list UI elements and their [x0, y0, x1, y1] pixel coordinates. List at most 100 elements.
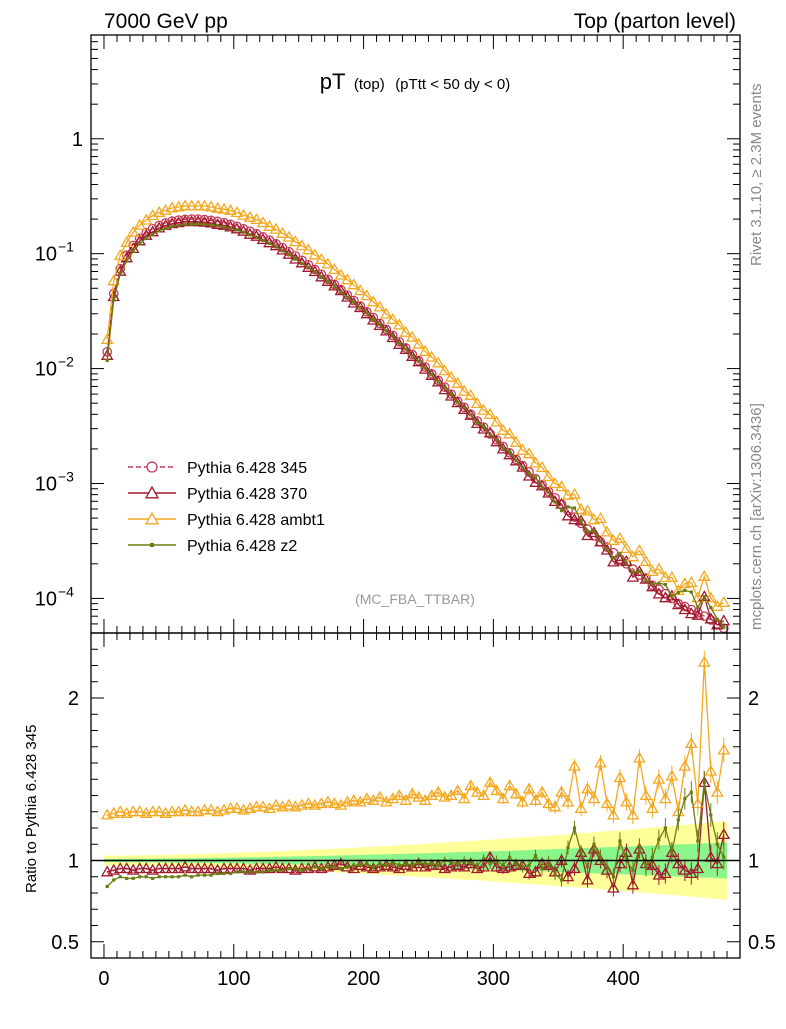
- ratio-series-3-point: [378, 862, 382, 866]
- ratio-series-3-point: [598, 855, 603, 859]
- main-series-4-point: [637, 569, 642, 573]
- ratio-series-2-point: [594, 756, 607, 768]
- main-series-3-point: [516, 443, 529, 455]
- main-series-2-point: [678, 603, 692, 615]
- main-series-1-point: [439, 382, 450, 392]
- main-series-3-point: [548, 477, 562, 489]
- main-series-4-point: [274, 245, 278, 249]
- main-ytick-exponent: −1: [58, 239, 74, 255]
- ratio-series-1-point: [360, 860, 374, 872]
- main-series-2-point: [626, 570, 640, 582]
- ratio-series-2-point: [405, 787, 419, 799]
- main-series-3-point: [237, 208, 250, 220]
- main-series-3-point: [386, 312, 400, 324]
- main-series-4-point: [144, 236, 148, 240]
- main-series-4-point: [618, 551, 622, 556]
- main-series-2-point: [366, 313, 380, 325]
- ratio-series-2-point: [678, 759, 692, 771]
- ratio-series-3-point: [358, 863, 362, 867]
- main-series-4-point: [566, 505, 570, 509]
- main-series-2-point: [431, 375, 445, 387]
- main-series-3-point: [366, 295, 380, 307]
- legend-label: Pythia 6.428 z2: [187, 538, 297, 555]
- main-series-4-point: [663, 582, 667, 587]
- main-series-2-point: [457, 402, 471, 414]
- main-series-3-point: [302, 243, 315, 255]
- ratio-series-2-point: [412, 790, 426, 802]
- main-series-2-point: [444, 389, 458, 401]
- ratio-ytick-label-right: 0.5: [748, 932, 776, 954]
- main-series-3-point: [276, 226, 289, 238]
- main-series-3-point: [431, 356, 445, 368]
- main-series-4-point: [300, 261, 304, 266]
- ratio-series-3-point: [657, 837, 661, 841]
- ratio-series-3-point: [702, 780, 706, 785]
- ratio-series-3-point: [365, 862, 369, 866]
- ratio-series-2-point: [561, 795, 575, 807]
- main-series-3-point: [256, 216, 270, 228]
- main-series-4-point: [196, 222, 200, 226]
- ratio-series-3-point: [235, 870, 239, 874]
- ratio-series-2-point: [165, 805, 179, 817]
- main-series-3-point: [204, 200, 218, 212]
- legend: Pythia 6.428 345 Pythia 6.428 370 Pythia 6…: [128, 460, 325, 555]
- ratio-series-3-point: [280, 868, 285, 872]
- main-series-4-point: [410, 354, 414, 358]
- main-series-3-point: [613, 531, 627, 544]
- main-series-3-point: [451, 376, 465, 388]
- main-series-4-point: [592, 529, 596, 533]
- ratio-series-3-point: [456, 862, 460, 866]
- ratio-series-2-point: [607, 808, 620, 820]
- main-series-4-point: [631, 570, 635, 574]
- ratio-series-2-point: [574, 801, 588, 814]
- main-series-2-point: [224, 220, 237, 232]
- ratio-ytick-label-right: 1: [748, 851, 759, 873]
- main-series-3-point: [496, 423, 510, 435]
- main-series-3-point: [308, 248, 322, 260]
- legend-marker: [150, 543, 154, 547]
- labels-group: 7000 GeV pp Top (parton level) pT (top) …: [23, 10, 765, 893]
- main-series-3-point: [626, 550, 640, 562]
- ratio-series-3-point: [345, 865, 349, 869]
- legend-label: Pythia 6.428 ambt1: [187, 512, 325, 529]
- plot-title: pT (top) (pTtt < 50 dy < 0): [320, 69, 511, 94]
- ratio-series-2-point: [542, 797, 555, 809]
- ratio-series-2-point: [152, 805, 166, 817]
- ratio-series-2-point: [639, 788, 653, 801]
- main-series-2-point: [490, 435, 503, 447]
- legend-item-4: Pythia 6.428 z2: [128, 538, 297, 555]
- ratio-series-2-point: [133, 805, 147, 817]
- main-series-3-point: [315, 252, 328, 264]
- main-series-4-point: [164, 226, 168, 230]
- main-series-4-point: [202, 222, 207, 226]
- main-ytick-exponent: −2: [58, 354, 74, 370]
- main-series-4-point: [696, 605, 700, 609]
- ratio-series-1-point: [659, 866, 672, 879]
- ratio-series-3-point: [177, 875, 181, 879]
- xtick-label: 100: [217, 968, 250, 990]
- main-series-3-point: [392, 318, 406, 330]
- ratio-series-2-point: [568, 759, 581, 771]
- main-series-3-point: [418, 344, 432, 356]
- ratio-series-3-point: [138, 875, 142, 879]
- main-series-3-point: [217, 202, 231, 214]
- ratio-series-2-point: [431, 785, 445, 797]
- main-series-2-point: [555, 497, 568, 509]
- legend-marker: [144, 511, 160, 525]
- main-series-4-point: [475, 420, 479, 425]
- title-cond: (pTtt < 50 dy < 0): [395, 76, 510, 93]
- main-series-3-point: [405, 330, 419, 342]
- ratio-series-3-point: [196, 873, 200, 877]
- main-series-3-point: [373, 300, 387, 312]
- ratio-series-3-point: [339, 867, 343, 871]
- ratio-series-3-point: [164, 875, 168, 879]
- ratio-series-2-point: [392, 788, 406, 801]
- axes-group: 110−110−210−310 −40.5 0.51 12 20 100 200 300 400: [35, 34, 776, 990]
- ratio-series-3-point: [696, 839, 700, 843]
- main-series-2-point: [646, 580, 659, 592]
- main-series-3-point: [379, 307, 393, 319]
- main-series-4-point: [436, 380, 440, 384]
- ratio-series-2-point: [516, 795, 529, 807]
- ratio-series-2-point: [477, 788, 490, 801]
